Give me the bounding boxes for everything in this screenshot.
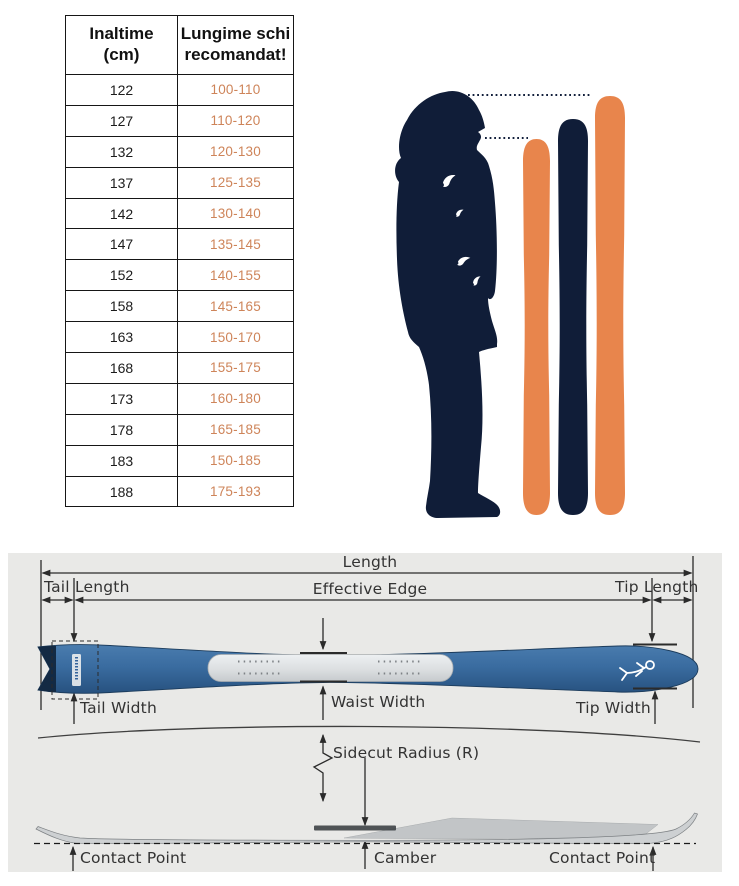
effective-edge-label: Effective Edge — [312, 580, 428, 598]
table-row: 142 130-140 — [65, 197, 294, 230]
table-row: 183 150-185 — [65, 444, 294, 477]
contact-point-left-label: Contact Point — [80, 849, 187, 867]
table-row: 122 100-110 — [65, 74, 294, 106]
height-cell: 137 — [65, 166, 178, 199]
ski-length-cell: 135-145 — [177, 228, 294, 261]
ski-length-header-line1: Lungime schi — [180, 24, 291, 44]
height-cell: 158 — [65, 290, 178, 323]
length-label: Length — [342, 553, 398, 571]
ski-top-view — [37, 640, 699, 700]
tip-outline-man-icon — [619, 660, 655, 681]
table-row: 163 150-170 — [65, 321, 294, 354]
ski-size-table: Inaltime (cm) Lungime schi recomandat! 1… — [65, 15, 294, 508]
height-cell: 188 — [65, 475, 178, 508]
ski-side-view — [34, 812, 698, 845]
table-row: 178 165-185 — [65, 413, 294, 446]
ski-length-cell: 155-175 — [177, 352, 294, 384]
tall-orange-ski-icon — [595, 96, 625, 515]
table-header-row: Inaltime (cm) Lungime schi recomandat! — [65, 15, 294, 75]
medium-navy-ski-icon — [558, 119, 588, 515]
jacket-logo-icons — [443, 175, 481, 286]
ski-length-cell: 145-165 — [177, 290, 294, 323]
height-header-line2: (cm) — [103, 45, 140, 64]
ski-length-cell: 120-130 — [177, 135, 294, 168]
height-cell: 147 — [65, 228, 178, 261]
sidecut-arc — [37, 725, 701, 743]
table-row: 147 135-145 — [65, 228, 294, 261]
table-row: 137 125-135 — [65, 166, 294, 199]
ski-length-cell: 160-180 — [177, 382, 294, 415]
height-cell: 173 — [65, 382, 178, 415]
tip-width-label: Tip Width — [576, 699, 651, 717]
table-row: 127 110-120 — [65, 104, 294, 137]
table-row: 158 145-165 — [65, 290, 294, 323]
sidecut-radius-arrow — [312, 733, 334, 803]
side-view-ski-profile — [35, 812, 698, 844]
height-header-line1: Inaltime — [89, 24, 154, 44]
height-cell: 122 — [65, 74, 178, 106]
height-column-header: Inaltime (cm) — [65, 15, 178, 75]
ski-length-header-line2: recomandat! — [184, 45, 287, 64]
table-row: 152 140-155 — [65, 259, 294, 292]
ski-length-cell: 130-140 — [177, 197, 294, 230]
height-cell: 152 — [65, 259, 178, 292]
ski-length-cell: 165-185 — [177, 413, 294, 446]
tip-length-label: Tip Length — [615, 578, 699, 596]
table-row: 168 155-175 — [65, 352, 294, 384]
height-cell: 142 — [65, 197, 178, 230]
waist-width-label: Waist Width — [331, 693, 426, 711]
ski-length-column-header: Lungime schi recomandat! — [177, 15, 294, 75]
contact-point-right-label: Contact Point — [549, 849, 656, 867]
short-orange-ski-icon — [523, 139, 550, 515]
ski-length-cell: 100-110 — [177, 74, 294, 106]
height-cell: 183 — [65, 444, 178, 477]
height-cell: 132 — [65, 135, 178, 168]
ski-length-cell: 140-155 — [177, 259, 294, 292]
binding-insert-dots — [238, 660, 420, 675]
ski-length-cell: 150-185 — [177, 444, 294, 477]
ski-dimensions-diagram — [34, 556, 701, 871]
tail-width-label: Tail Width — [80, 699, 157, 717]
tail-length-label: Tail Length — [44, 578, 130, 596]
sidecut-radius-label: Sidecut Radius (R) — [333, 744, 480, 762]
ski-dimensions-panel: Length Tail Length Effective Edge Tip Le… — [8, 553, 722, 872]
height-comparison-illustration — [395, 90, 625, 518]
ski-length-cell: 125-135 — [177, 166, 294, 199]
height-cell: 168 — [65, 352, 178, 384]
ski-length-cell: 110-120 — [177, 104, 294, 137]
table-row: 188 175-193 — [65, 475, 294, 508]
side-view-binding-strip — [314, 825, 396, 831]
height-cell: 127 — [65, 104, 178, 137]
height-cell: 178 — [65, 413, 178, 446]
table-row: 132 120-130 — [65, 135, 294, 168]
ski-length-cell: 150-170 — [177, 321, 294, 354]
person-silhouette-icon — [395, 90, 501, 518]
ski-length-cell: 175-193 — [177, 475, 294, 508]
binding-topsheet — [207, 654, 454, 682]
camber-contact-arrows — [69, 758, 657, 871]
height-cell: 163 — [65, 321, 178, 354]
width-tick-marks — [51, 640, 677, 700]
table-row: 173 160-180 — [65, 382, 294, 415]
camber-label: Camber — [374, 849, 437, 867]
size-table-body: 122 100-110 127 110-120 132 120-130 137 125-135… — [65, 74, 294, 508]
